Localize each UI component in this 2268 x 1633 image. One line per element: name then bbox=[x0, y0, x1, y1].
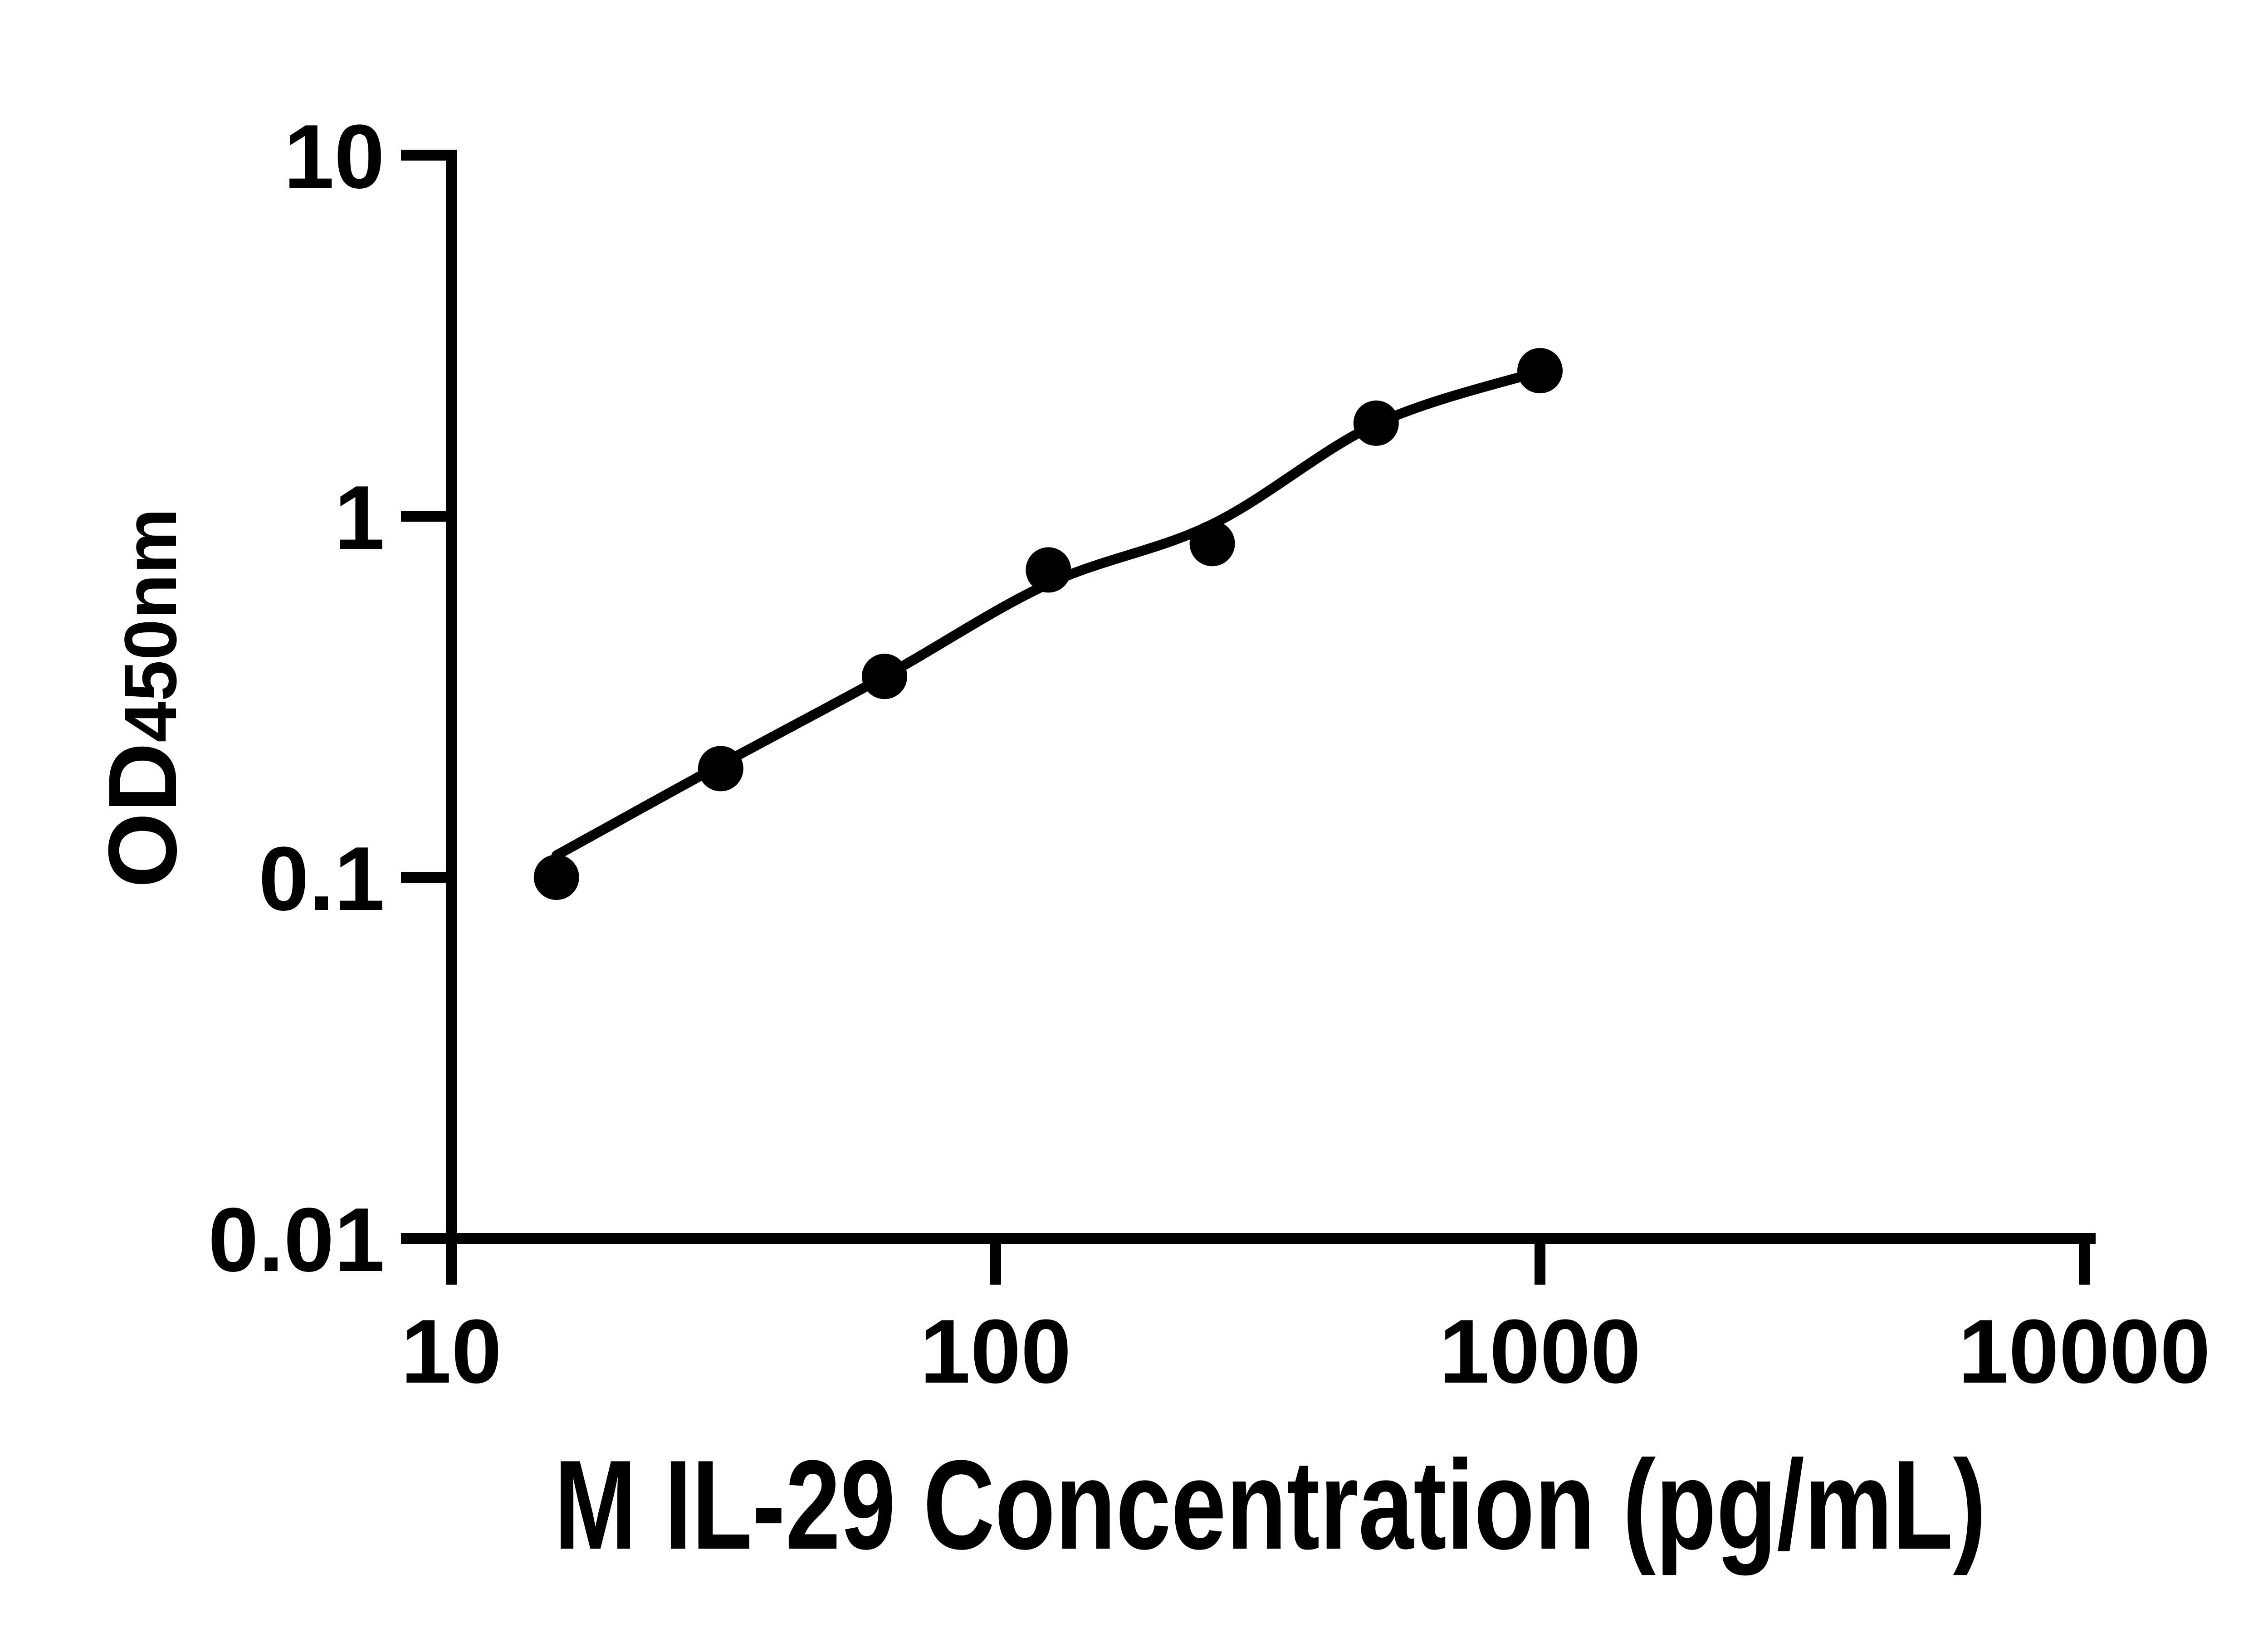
data-point bbox=[1189, 521, 1235, 567]
x-axis-title: M IL-29 Concentration (pg/mL) bbox=[554, 1434, 1986, 1576]
data-point bbox=[1026, 547, 1071, 593]
y-axis-title-main: OD bbox=[88, 743, 197, 888]
y-axis-title: OD450nm bbox=[88, 508, 197, 888]
y-tick-label-10: 10 bbox=[284, 106, 385, 207]
y-tick-label-0.1: 0.1 bbox=[259, 828, 385, 929]
y-tick-label-1: 1 bbox=[334, 467, 385, 568]
x-tick-label-1000: 1000 bbox=[1439, 1301, 1641, 1402]
x-tick-label-10000: 10000 bbox=[1958, 1301, 2210, 1402]
y-axis-title-subscript: 450nm bbox=[109, 508, 192, 742]
data-point bbox=[1353, 400, 1399, 446]
x-tick-label-10: 10 bbox=[401, 1301, 502, 1402]
data-point bbox=[698, 746, 743, 792]
y-tick-label-0.01: 0.01 bbox=[208, 1189, 385, 1291]
data-point bbox=[1517, 348, 1563, 394]
data-point bbox=[533, 855, 579, 900]
data-point bbox=[862, 654, 908, 699]
x-tick-label-100: 100 bbox=[920, 1301, 1071, 1402]
